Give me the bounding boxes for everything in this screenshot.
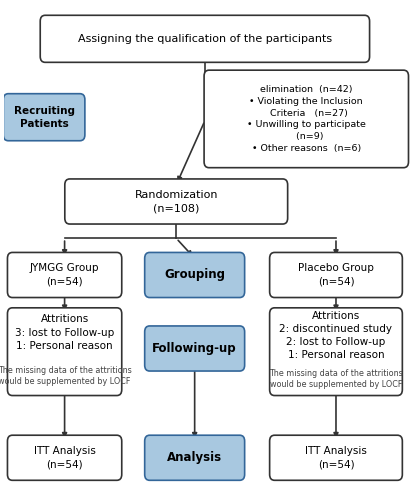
FancyBboxPatch shape xyxy=(145,326,245,371)
Text: elimination  (n=42)
• Violating the Inclusion
  Criteria   (n=27)
• Unwilling to: elimination (n=42) • Violating the Inclu… xyxy=(247,85,366,153)
FancyBboxPatch shape xyxy=(8,308,122,396)
FancyBboxPatch shape xyxy=(8,435,122,480)
FancyBboxPatch shape xyxy=(3,94,85,140)
Text: The missing data of the attritions
would be supplemented by LOCF: The missing data of the attritions would… xyxy=(269,358,403,389)
FancyBboxPatch shape xyxy=(40,16,370,62)
Text: Analysis: Analysis xyxy=(167,452,222,464)
Text: Randomization
(n=108): Randomization (n=108) xyxy=(135,190,218,213)
FancyBboxPatch shape xyxy=(270,308,403,396)
FancyBboxPatch shape xyxy=(8,252,122,298)
Text: Recruiting
Patients: Recruiting Patients xyxy=(14,106,75,129)
FancyBboxPatch shape xyxy=(65,179,288,224)
Text: Grouping: Grouping xyxy=(164,268,225,281)
FancyBboxPatch shape xyxy=(204,70,408,168)
FancyBboxPatch shape xyxy=(270,435,403,480)
FancyBboxPatch shape xyxy=(145,435,245,480)
Text: Attritions
2: discontinued study
2: lost to Follow-up
1: Personal reason: Attritions 2: discontinued study 2: lost… xyxy=(280,310,393,360)
Text: JYMGG Group
(n=54): JYMGG Group (n=54) xyxy=(30,264,99,286)
Text: ITT Analysis
(n=54): ITT Analysis (n=54) xyxy=(305,446,367,469)
FancyBboxPatch shape xyxy=(145,252,245,298)
Text: Placebo Group
(n=54): Placebo Group (n=54) xyxy=(298,264,374,286)
Text: The missing data of the attritions
would be supplemented by LOCF: The missing data of the attritions would… xyxy=(0,355,132,386)
Text: Following-up: Following-up xyxy=(152,342,237,355)
Text: ITT Analysis
(n=54): ITT Analysis (n=54) xyxy=(34,446,96,469)
Text: Attritions
3: lost to Follow-up
1: Personal reason: Attritions 3: lost to Follow-up 1: Perso… xyxy=(15,314,114,351)
FancyBboxPatch shape xyxy=(270,252,403,298)
Text: Assigning the qualification of the participants: Assigning the qualification of the parti… xyxy=(78,34,332,44)
